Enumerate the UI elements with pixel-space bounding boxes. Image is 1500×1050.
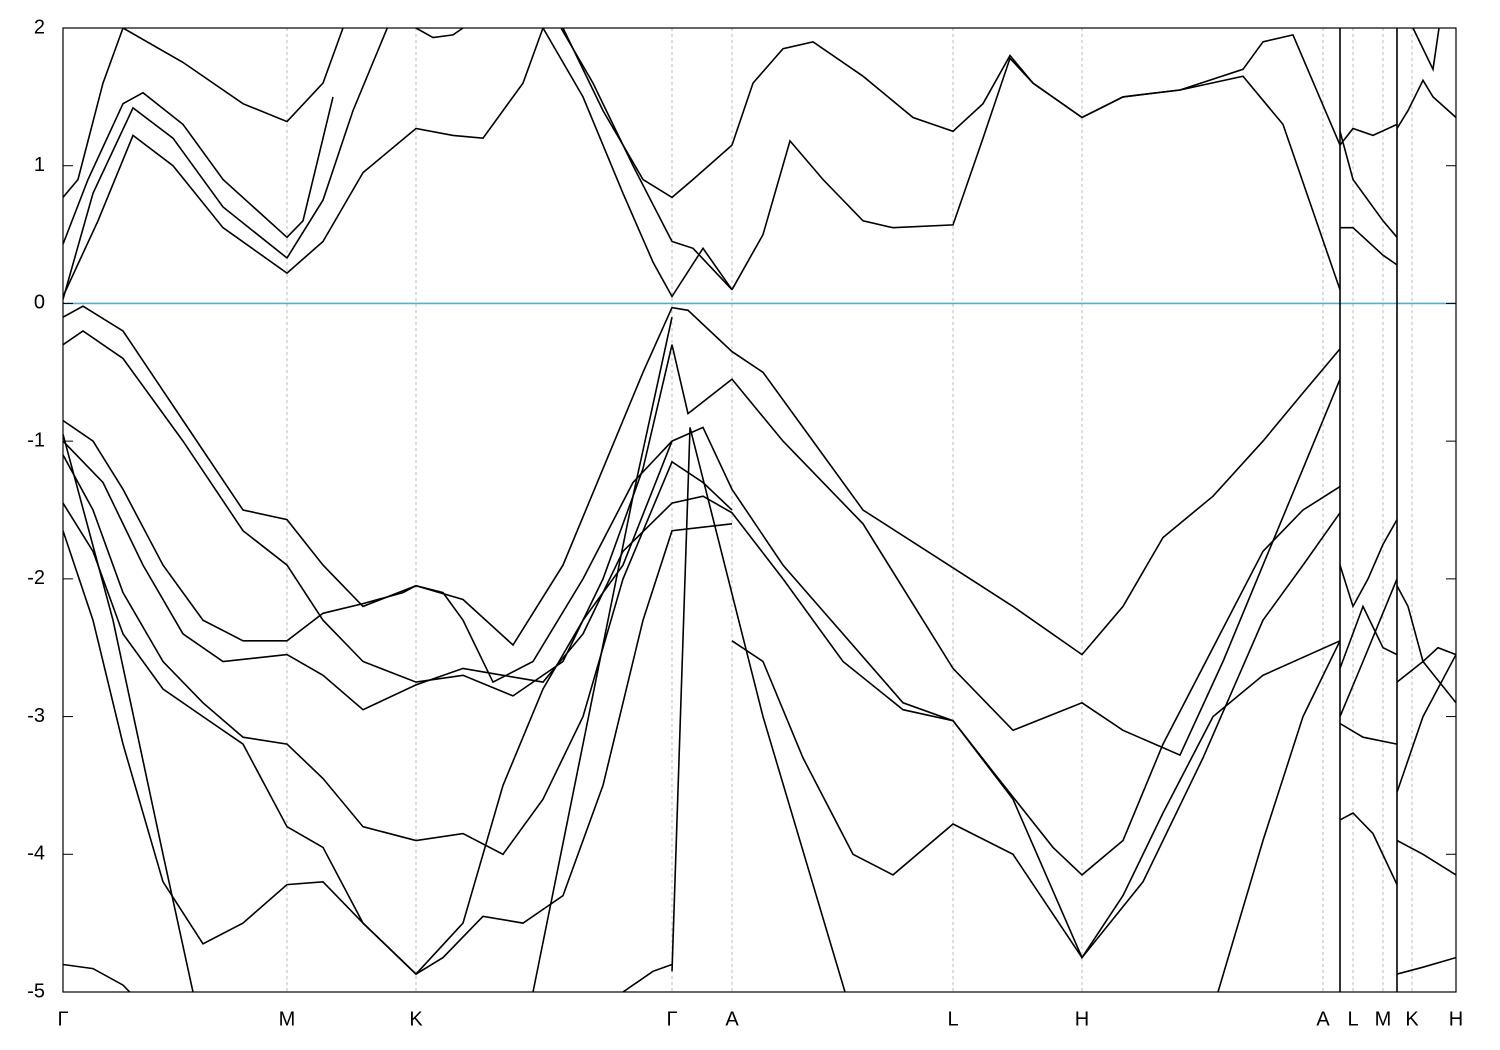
band bbox=[671, 427, 846, 992]
x-tick-label: L bbox=[1347, 1008, 1358, 1030]
band bbox=[562, 28, 733, 199]
x-tick-label: K bbox=[1405, 1008, 1419, 1030]
band bbox=[63, 28, 389, 300]
band bbox=[1339, 812, 1398, 885]
x-tick-label: H bbox=[1449, 1008, 1463, 1030]
y-tick-label: -3 bbox=[27, 705, 45, 727]
band bbox=[63, 91, 334, 245]
x-tick-label: Γ bbox=[666, 1008, 677, 1030]
x-tick-label: H bbox=[1075, 1008, 1089, 1030]
band bbox=[63, 440, 1341, 960]
band bbox=[63, 330, 1341, 757]
x-tick-label: A bbox=[1316, 1008, 1330, 1030]
band bbox=[1396, 956, 1456, 975]
band bbox=[560, 28, 733, 291]
band bbox=[1217, 640, 1341, 992]
band bbox=[63, 502, 733, 976]
band bbox=[1339, 722, 1398, 745]
band bbox=[63, 434, 194, 992]
band bbox=[731, 640, 1341, 960]
band bbox=[1339, 604, 1398, 669]
band bbox=[1396, 585, 1456, 663]
band bbox=[1340, 226, 1398, 266]
band bbox=[532, 317, 673, 992]
y-tick-label: 0 bbox=[34, 292, 45, 314]
band bbox=[122, 28, 344, 123]
band bbox=[1396, 839, 1456, 876]
band bbox=[63, 28, 124, 198]
band bbox=[63, 305, 1341, 656]
x-tick-label: M bbox=[1375, 1008, 1392, 1030]
y-tick-label: -5 bbox=[27, 980, 45, 1002]
band bbox=[1396, 660, 1456, 704]
band bbox=[542, 28, 733, 299]
y-tick-label: 1 bbox=[34, 154, 45, 176]
band bbox=[63, 963, 131, 992]
band bbox=[1339, 131, 1398, 238]
x-tick-label: K bbox=[409, 1008, 423, 1030]
plot-frame bbox=[62, 27, 1457, 993]
band bbox=[1396, 78, 1456, 129]
x-tick-label: A bbox=[725, 1008, 739, 1030]
band bbox=[63, 28, 544, 297]
y-tick-label: -2 bbox=[27, 567, 45, 589]
x-tick-label: Γ bbox=[57, 1008, 68, 1030]
band bbox=[1339, 123, 1398, 146]
y-tick-label: 2 bbox=[34, 16, 45, 38]
band bbox=[414, 28, 465, 39]
band bbox=[622, 963, 673, 992]
band bbox=[63, 419, 1341, 876]
x-tick-label: M bbox=[279, 1008, 296, 1030]
band bbox=[731, 33, 1341, 146]
band bbox=[63, 454, 733, 856]
band bbox=[1411, 28, 1440, 72]
band bbox=[1339, 519, 1398, 609]
band bbox=[1339, 578, 1398, 717]
band bbox=[731, 56, 1341, 291]
y-tick-label: -4 bbox=[27, 843, 45, 865]
x-tick-label: L bbox=[947, 1008, 958, 1030]
y-tick-label: -1 bbox=[27, 429, 45, 451]
band bbox=[63, 440, 673, 976]
band bbox=[1396, 654, 1456, 793]
